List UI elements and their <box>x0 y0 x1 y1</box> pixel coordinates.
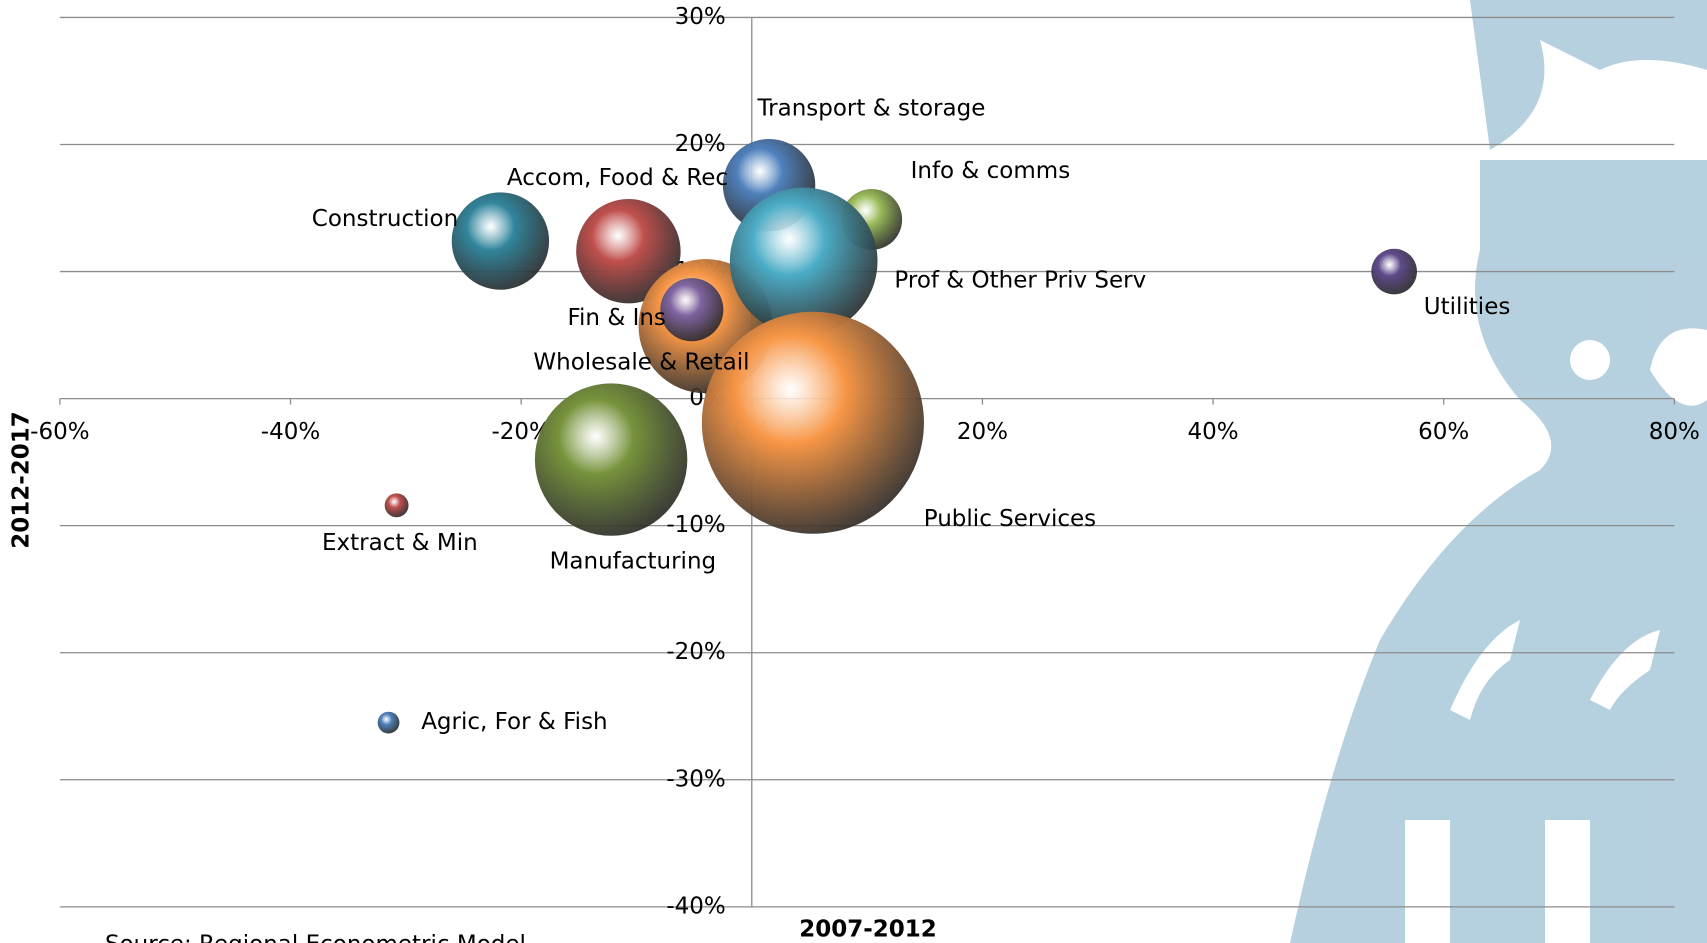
source-note: Source: Regional Econometric Model <box>105 932 526 943</box>
data-label: Agric, For & Fish <box>421 709 607 735</box>
data-label: Info & comms <box>911 158 1071 184</box>
y-tick-label: 20% <box>675 131 726 157</box>
data-label: Accom, Food & Rec <box>507 165 728 191</box>
plot-area: -40%-30%-20%-10%0%10%20%30%-60%-40%-20%0… <box>30 4 1700 919</box>
data-label: Transport & storage <box>756 95 985 121</box>
x-axis-title: 2007-2012 <box>799 917 937 943</box>
bubble <box>1371 248 1417 295</box>
watermark <box>1290 0 1707 943</box>
x-tick-label: 20% <box>957 419 1008 445</box>
bubble <box>534 383 688 536</box>
bubble <box>729 187 878 336</box>
data-label: Manufacturing <box>550 548 717 574</box>
data-label: Extract & Min <box>322 530 478 556</box>
y-tick-label: -10% <box>666 512 725 538</box>
data-label: Prof & Other Priv Serv <box>894 267 1146 293</box>
bubble <box>660 278 724 342</box>
y-tick-label: 30% <box>675 4 726 30</box>
data-label: Fin & Ins <box>567 305 665 331</box>
x-tick-label: -60% <box>30 419 89 445</box>
y-tick-label: -20% <box>666 639 725 665</box>
y-tick-label: -40% <box>666 893 725 919</box>
x-tick-label: 80% <box>1649 419 1700 445</box>
bubble <box>451 192 550 290</box>
bubble <box>701 311 924 534</box>
y-tick-label: -30% <box>666 766 725 792</box>
x-tick-label: 40% <box>1188 419 1239 445</box>
x-tick-label: -40% <box>261 419 320 445</box>
bubble <box>384 493 409 518</box>
x-tick-label: 60% <box>1418 419 1469 445</box>
bubble <box>377 711 400 734</box>
data-label: Wholesale & Retail <box>533 350 749 376</box>
data-label: Utilities <box>1424 294 1511 320</box>
data-label: Construction <box>312 206 458 232</box>
data-label: Public Services <box>924 506 1096 532</box>
bubble <box>576 198 681 304</box>
y-axis-title: 2012-2017 <box>9 411 35 549</box>
